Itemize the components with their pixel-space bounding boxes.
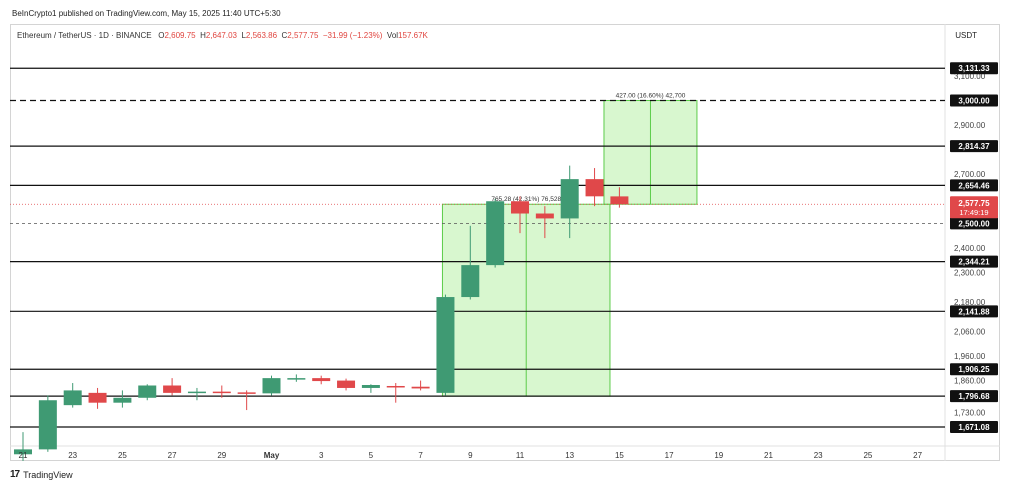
candle-body[interactable] [486,201,505,266]
x-tick-label: 15 [615,451,624,460]
level-price-label: 2,141.88 [958,307,990,316]
symbol-name: Ethereum / TetherUS · 1D · BINANCE [17,31,152,40]
measure-box-label: 427.00 (16.60%) 42,700 [616,93,686,100]
x-tick-label: 23 [68,451,77,460]
candle-body[interactable] [163,385,182,393]
x-tick-label: 27 [913,451,922,460]
close-value: 2,577.75 [287,31,319,40]
level-price-label: 3,000.00 [958,97,990,106]
tradingview-logo-icon: 17 [10,469,20,480]
y-tick-label: 2,900.00 [954,121,986,130]
chart-frame: Ethereum / TetherUS · 1D · BINANCE O2,60… [10,24,1000,461]
x-tick-label: 21 [19,451,28,460]
low-label: L [241,31,246,40]
y-tick-label: 2,700.00 [954,170,986,179]
close-label: C [281,31,288,40]
candle-body[interactable] [14,449,32,455]
x-tick-label: 5 [369,451,374,460]
y-tick-label: 1,730.00 [954,409,986,418]
countdown-label: 17:49:19 [959,208,988,217]
level-price-tag [950,255,998,268]
candle-body[interactable] [262,378,281,394]
symbol-legend: Ethereum / TetherUS · 1D · BINANCE O2,60… [17,31,428,40]
publisher-line: BeInCrypto1 published on TradingView.com… [12,9,281,18]
change-value: −31.99 (−1.23%) [322,31,383,40]
candle-body[interactable] [113,397,132,403]
y-tick-label: 2,300.00 [954,268,986,277]
level-price-tag [950,94,998,107]
low-value: 2,563.86 [245,31,278,40]
level-price-label: 2,814.37 [958,142,990,151]
candle-body[interactable] [287,378,306,380]
y-tick-label: 2,060.00 [954,327,986,336]
candle-body[interactable] [138,385,157,398]
level-price-label: 1,796.68 [958,392,990,401]
x-tick-label: May [264,451,280,460]
y-tick-label: 2,400.00 [954,244,986,253]
x-tick-label: 25 [118,451,127,460]
candle-body[interactable] [212,391,231,394]
x-tick-label: 7 [418,451,423,460]
candle-body[interactable] [436,297,455,393]
y-tick-label: 2,180.00 [954,298,986,307]
price-chart[interactable]: 765.28 (42.31%) 76,528 427.00 (16.60%) 42… [10,24,1000,461]
open-label: O [158,31,165,40]
x-tick-label: 9 [468,451,473,460]
candle-body[interactable] [63,390,82,406]
level-price-label: 1,906.25 [958,365,990,374]
level-price-tag [950,140,998,153]
x-tick-label: 19 [714,451,723,460]
level-price-tag [950,305,998,318]
volume-label: Vol [386,31,399,40]
x-tick-label: 13 [565,451,574,460]
candle-body[interactable] [312,378,331,382]
candle-body[interactable] [535,213,554,219]
level-price-tag [950,390,998,403]
x-tick-label: 25 [863,451,872,460]
x-tick-label: 21 [764,451,773,460]
level-price-label: 2,344.21 [958,258,990,267]
y-tick-label: 1,960.00 [954,352,986,361]
currency-label: USDT [955,31,977,40]
level-price-tag [950,363,998,376]
open-value: 2,609.75 [164,31,196,40]
candle-body[interactable] [38,400,57,450]
high-label: H [200,31,206,40]
level-price-label: 3,131.33 [958,64,990,73]
level-price-tag [950,217,998,230]
volume-value: 157.67K [398,31,428,40]
tradingview-branding[interactable]: 17 TradingView [10,469,73,480]
y-tick-label: 1,860.00 [954,377,986,386]
candle-body[interactable] [560,179,579,219]
tradingview-brand-text: TradingView [23,469,73,480]
current-price-label: 2,577.75 [958,199,990,208]
x-tick-label: 11 [516,451,525,460]
x-tick-label: 29 [217,451,226,460]
y-tick-label: 3,100.00 [954,72,986,81]
candle-body[interactable] [237,392,256,394]
candle-body[interactable] [461,265,480,298]
candle-body[interactable] [187,391,206,394]
candle-body[interactable] [411,386,430,389]
level-price-tag [950,62,998,75]
level-price-label: 2,500.00 [958,219,990,228]
x-tick-label: 27 [168,451,177,460]
candle-body[interactable] [337,380,356,388]
x-tick-label: 23 [814,451,823,460]
measure-box-label: 765.28 (42.31%) 76,528 [491,196,561,203]
candle-body[interactable] [511,201,529,214]
candle-body[interactable] [88,392,107,403]
candle-body[interactable] [610,196,629,205]
high-value: 2,647.03 [205,31,237,40]
level-price-label: 2,654.46 [958,181,990,190]
candle-body[interactable] [361,385,380,388]
candle-body[interactable] [585,179,604,197]
x-tick-label: 17 [665,451,674,460]
x-tick-label: 3 [319,451,324,460]
level-price-tag [950,420,998,433]
current-price-tag [950,196,998,219]
level-price-label: 1,671.08 [958,423,990,432]
candle-body[interactable] [386,385,405,388]
level-price-tag [950,179,998,192]
